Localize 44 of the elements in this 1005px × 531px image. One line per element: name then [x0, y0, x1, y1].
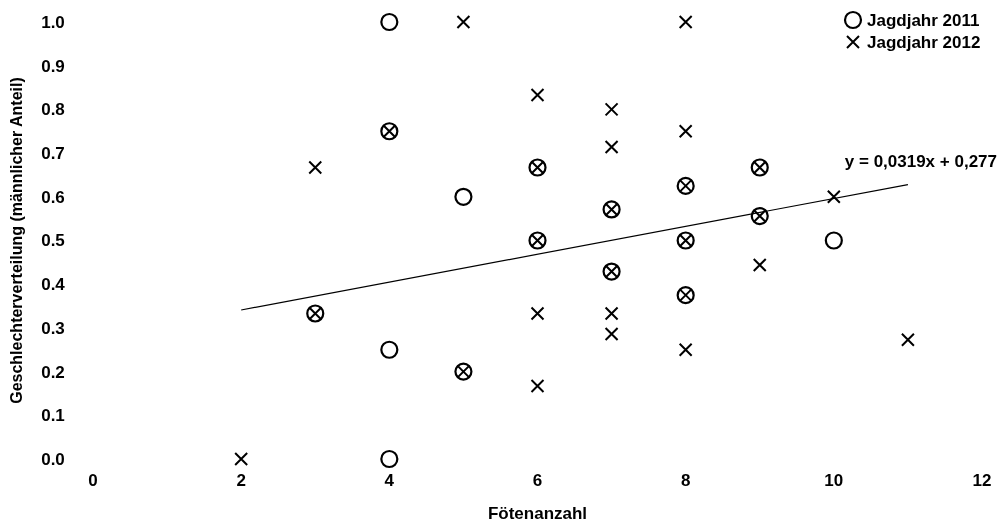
point [530, 306, 545, 321]
y-tick-label: 0.1 [41, 406, 65, 426]
point [454, 187, 473, 206]
x-tick-label: 12 [972, 471, 992, 490]
point [678, 342, 693, 357]
legend-label: Jagdjahr 2012 [867, 32, 981, 52]
point [678, 124, 693, 139]
y-tick-label: 0.0 [41, 449, 65, 469]
x-axis-title: Fötenanzahl [487, 504, 588, 523]
legend-label: Jagdjahr 2011 [867, 10, 980, 30]
x-tick-label: 8 [680, 471, 691, 490]
y-tick-label: 0.3 [41, 318, 65, 338]
y-tick-label: 0.8 [41, 100, 65, 120]
point [380, 340, 399, 359]
x-tick-label: 2 [236, 471, 246, 490]
point [530, 87, 545, 102]
point [380, 449, 399, 469]
y-tick-label: 0.7 [41, 144, 65, 164]
point [900, 332, 915, 347]
y-tick-label: 0.6 [41, 187, 65, 207]
y-tick-label: 0.4 [41, 275, 66, 295]
y-axis-title: Geschlechterverteilung (männlicher Anteil) [8, 77, 25, 404]
y-tick-label: 0.9 [41, 56, 65, 76]
point [604, 102, 619, 117]
point [456, 15, 471, 29]
point [380, 12, 399, 32]
x-tick-label: 4 [384, 471, 395, 490]
point [604, 306, 619, 321]
point [530, 379, 545, 394]
y-tick-label: 0.5 [41, 231, 65, 251]
point [826, 189, 841, 204]
annotation: y = 0,0319x + 0,277 [844, 152, 997, 171]
x-tick-label: 10 [824, 471, 844, 490]
point [752, 257, 767, 272]
point [234, 452, 249, 466]
x-tick-label: 0 [88, 471, 98, 490]
x-tick-label: 6 [532, 471, 543, 490]
point [604, 327, 619, 342]
point [824, 231, 843, 250]
y-tick-label: 1.0 [41, 12, 65, 32]
point [604, 139, 619, 154]
y-tick-label: 0.2 [41, 362, 65, 382]
point [678, 15, 693, 29]
point [308, 160, 323, 175]
